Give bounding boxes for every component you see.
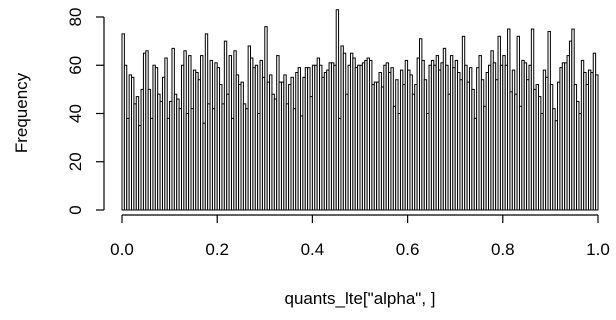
x-tick-label: 0.6 (396, 240, 420, 259)
y-axis-title: Frequency (12, 72, 31, 153)
y-axis: 0 20 40 60 80 (66, 8, 105, 215)
histogram-bars (121, 9, 599, 211)
y-axis-ticks: 0 20 40 60 80 (66, 8, 104, 215)
y-tick-label: 20 (66, 152, 85, 171)
x-axis-ticks: 0.0 0.2 0.4 0.6 0.8 1.0 (110, 215, 610, 259)
y-tick-label: 40 (66, 104, 85, 123)
y-tick-label: 60 (66, 56, 85, 75)
x-axis: 0.0 0.2 0.4 0.6 0.8 1.0 (110, 214, 610, 259)
histogram-bar (595, 74, 599, 211)
x-axis-title: quants_lte["alpha", ] (284, 289, 435, 308)
x-tick-label: 0.2 (205, 240, 229, 259)
x-tick-label: 0.8 (491, 240, 515, 259)
x-tick-label: 0.4 (301, 240, 325, 259)
histogram-bar (335, 9, 340, 211)
y-tick-label: 80 (66, 8, 85, 27)
x-tick-label: 0.0 (110, 240, 134, 259)
x-tick-label: 1.0 (586, 240, 610, 259)
y-tick-label: 0 (66, 205, 85, 214)
